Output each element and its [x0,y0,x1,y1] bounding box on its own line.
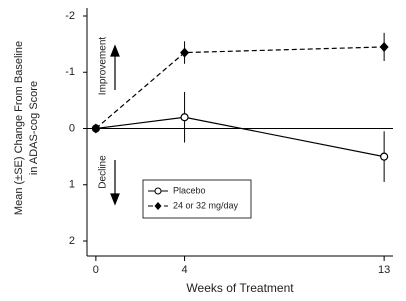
y-tick-label: 2 [69,235,75,247]
x-tick-label: 4 [182,264,188,276]
series-line [95,46,385,129]
arrow [110,160,120,206]
x-axis-label: Weeks of Treatment [186,281,294,295]
marker [380,152,389,161]
x-tick-label: 13 [378,264,390,276]
marker [180,47,190,58]
x-tick-label: 0 [93,264,99,276]
marker [180,113,189,122]
legend-marker [154,187,162,195]
y-axis-label: in ADAS-cog Score [28,81,40,175]
arrow [110,44,120,90]
annotation: Decline [98,155,109,189]
legend-marker [154,202,162,210]
legend-label: Placebo [173,185,206,195]
annotation: Improvement [98,37,109,96]
legend-label: 24 or 32 mg/day [173,200,239,210]
marker [379,41,389,52]
y-tick-label: 0 [69,122,75,134]
marker [91,123,101,134]
y-tick-label: -2 [65,10,75,22]
series-line [95,116,385,158]
y-tick-label: 1 [69,179,75,191]
y-axis-label: Mean (±SE) Change From Baseline [13,41,25,215]
legend [142,179,252,219]
y-tick-label: -1 [65,66,75,78]
